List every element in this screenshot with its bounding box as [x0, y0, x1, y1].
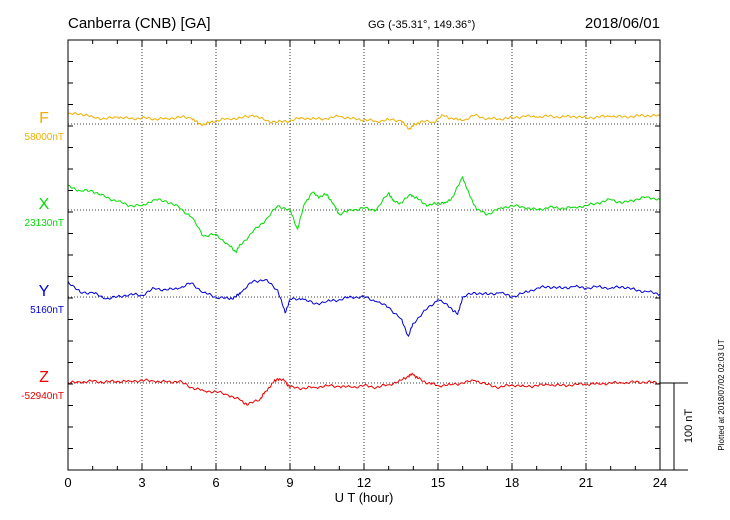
series-name-y: Y	[39, 283, 50, 300]
x-tick-label: 15	[431, 475, 445, 490]
x-tick-label: 18	[505, 475, 519, 490]
x-tick-label: 0	[64, 475, 71, 490]
series-name-f: F	[39, 110, 49, 127]
plotted-timestamp: Plotted at 2018/07/02 02:03 UT	[717, 339, 726, 450]
series-labels: F 58000nT X 23130nT Y 5160nT Z -52940nT	[21, 110, 64, 402]
series-lines	[67, 112, 661, 406]
x-tick-label: 9	[286, 475, 293, 490]
series-line-f	[67, 112, 661, 130]
series-line-x	[67, 175, 661, 254]
date-label: 2018/06/01	[585, 15, 660, 32]
x-tick-label: 24	[653, 475, 667, 490]
x-axis-label: U T (hour)	[335, 490, 394, 505]
x-tick-label: 6	[212, 475, 219, 490]
x-tick-labels: 0 3 6 9 12 15 18 21 24	[64, 475, 667, 490]
series-line-y	[67, 279, 661, 338]
baseline-value-z: -52940nT	[21, 391, 64, 402]
station-title: Canberra (CNB) [GA]	[68, 15, 211, 32]
ticks	[67, 40, 661, 470]
series-line-z	[67, 372, 661, 406]
x-tick-label: 3	[138, 475, 145, 490]
series-name-x: X	[39, 196, 50, 213]
scale-bar-label: 100 nT	[683, 409, 695, 444]
baseline-value-x: 23130nT	[25, 218, 64, 229]
x-tick-label: 12	[357, 475, 371, 490]
grid	[141, 40, 587, 470]
baseline-value-f: 58000nT	[25, 132, 64, 143]
series-name-z: Z	[39, 369, 49, 386]
coordinates-label: GG (-35.31°, 149.36°)	[368, 19, 475, 31]
x-tick-label: 21	[579, 475, 593, 490]
baseline-value-y: 5160nT	[30, 305, 64, 316]
scale-bar: 100 nT	[660, 382, 695, 471]
plot-frame	[67, 39, 661, 471]
